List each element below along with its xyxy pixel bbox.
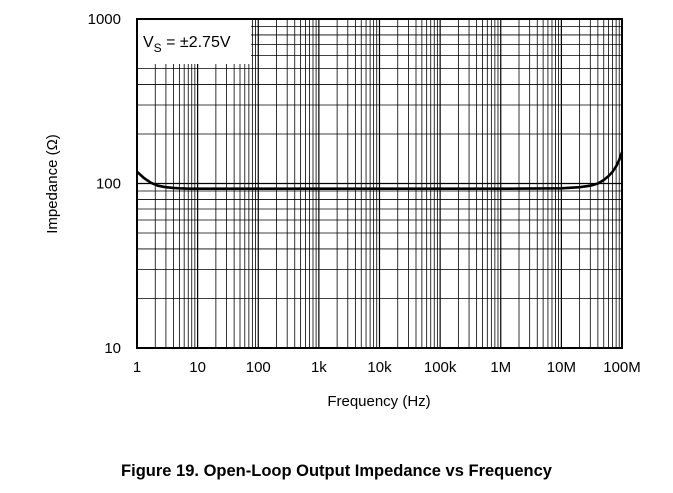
x-tick-label: 100k bbox=[424, 359, 457, 376]
x-tick-label: 1M bbox=[490, 359, 511, 376]
x-tick-label: 10M bbox=[547, 359, 576, 376]
y-tick-labels: 10 100 1000 bbox=[88, 11, 121, 357]
y-tick-label: 1000 bbox=[88, 11, 121, 28]
plot-grid bbox=[137, 19, 622, 348]
x-tick-label: 1 bbox=[133, 359, 141, 376]
x-tick-label: 1k bbox=[311, 359, 327, 376]
y-tick-label: 100 bbox=[96, 176, 121, 193]
x-tick-label: 10 bbox=[189, 359, 206, 376]
plot-frame bbox=[136, 18, 623, 349]
impedance-chart: VS = ±2.75V 1 10 100 1k 10k 100k 1M 10M 100M 101… bbox=[44, 11, 641, 410]
x-axis-title: Frequency (Hz) bbox=[327, 393, 430, 410]
impedance-series bbox=[136, 151, 624, 190]
x-tick-label: 100 bbox=[246, 359, 271, 376]
supply-voltage-label: VS = ±2.75V bbox=[137, 19, 251, 64]
supply-voltage-label-background bbox=[137, 19, 251, 64]
x-tick-labels: 1 10 100 1k 10k 100k 1M 10M 100M bbox=[133, 359, 641, 376]
y-tick-label: 10 bbox=[104, 340, 121, 357]
x-tick-label: 100M bbox=[603, 359, 641, 376]
supply-voltage-text: VS = ±2.75V bbox=[143, 34, 231, 55]
x-tick-label: 10k bbox=[367, 359, 392, 376]
impedance-curve bbox=[136, 151, 624, 190]
y-axis-title: Impedance (Ω) bbox=[44, 134, 61, 234]
figure-caption: Figure 19. Open-Loop Output Impedance vs… bbox=[121, 462, 552, 480]
